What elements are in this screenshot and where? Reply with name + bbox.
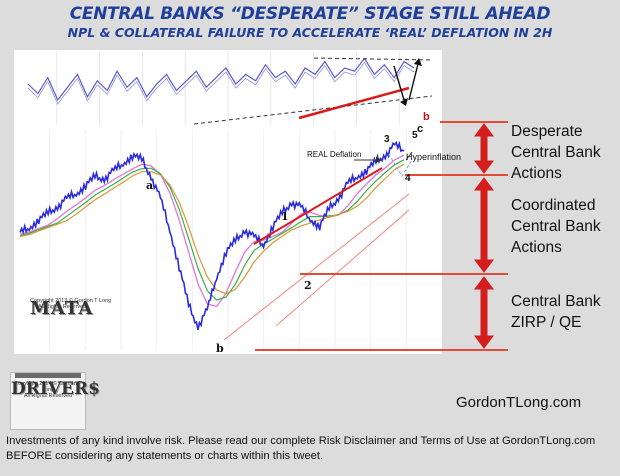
website-label: GordonTLong.com bbox=[456, 394, 582, 411]
stage-arrow-coordinated bbox=[474, 177, 494, 273]
channel-lower-line-2 bbox=[275, 209, 410, 327]
oscillator-chart bbox=[27, 52, 433, 125]
moving-average-line bbox=[19, 163, 405, 295]
wave-label-1: 1 bbox=[281, 210, 289, 223]
real-deflation-label: REAL Deflation bbox=[307, 150, 361, 159]
wave-label-c: c bbox=[417, 123, 423, 135]
drivers-logo: DRIVER$ Copyright 2014 © Gordon T Long A… bbox=[10, 372, 100, 430]
stage-label-zirp: Central Bank ZIRP / QE bbox=[511, 293, 601, 331]
price-panel bbox=[14, 126, 442, 354]
wave-label-a: a bbox=[146, 179, 153, 192]
price-series-line bbox=[19, 140, 405, 330]
channel-upper-line bbox=[253, 167, 383, 245]
oscillator-arrow-down bbox=[393, 65, 405, 101]
stage-arrow-desperate bbox=[474, 123, 494, 174]
hyperinflation-label: Hyperinflation bbox=[406, 152, 461, 162]
wave-label-2: 2 bbox=[304, 279, 312, 292]
wave-label-5: 5 bbox=[412, 130, 418, 141]
page-title: CENTRAL BANKS “DESPERATE” STAGE STILL AH… bbox=[69, 4, 551, 24]
stage-label-coordinated: Coordinated Central Bank Actions bbox=[511, 197, 601, 256]
real-deflation-arrow-head bbox=[376, 157, 382, 163]
price-chart bbox=[19, 130, 413, 350]
disclaimer: Investments of any kind involve risk. Pl… bbox=[6, 435, 596, 462]
stage-arrow-zirp bbox=[474, 276, 494, 349]
wave-label-b-low: b bbox=[216, 342, 224, 355]
oscillator-line bbox=[27, 57, 415, 102]
oscillator-red-trendline bbox=[298, 86, 410, 120]
oscillator-lower-trendline bbox=[193, 95, 433, 125]
wave-label-4: 4 bbox=[405, 173, 411, 184]
mata-logo: MATA Copyright 2013 © Gordon T Long All … bbox=[30, 298, 112, 319]
oscillator-panel bbox=[14, 50, 442, 126]
page-subtitle: NPL & COLLATERAL FAILURE TO ACCELERATE ‘… bbox=[67, 25, 553, 40]
hyperinflation-arrow bbox=[405, 151, 413, 161]
oscillator-signal-line bbox=[27, 61, 415, 105]
oscillator-arrow-up bbox=[408, 63, 419, 101]
oscillator-arrow-head bbox=[400, 98, 408, 106]
wave-label-3: 3 bbox=[384, 134, 390, 145]
stage-label-desperate: Desperate Central Bank Actions bbox=[511, 123, 601, 182]
oscillator-upper-trendline bbox=[313, 57, 433, 61]
channel-lower-line bbox=[223, 193, 410, 341]
wave-label-b-top: b bbox=[423, 111, 430, 123]
oscillator-arrow-head-up bbox=[414, 58, 422, 66]
